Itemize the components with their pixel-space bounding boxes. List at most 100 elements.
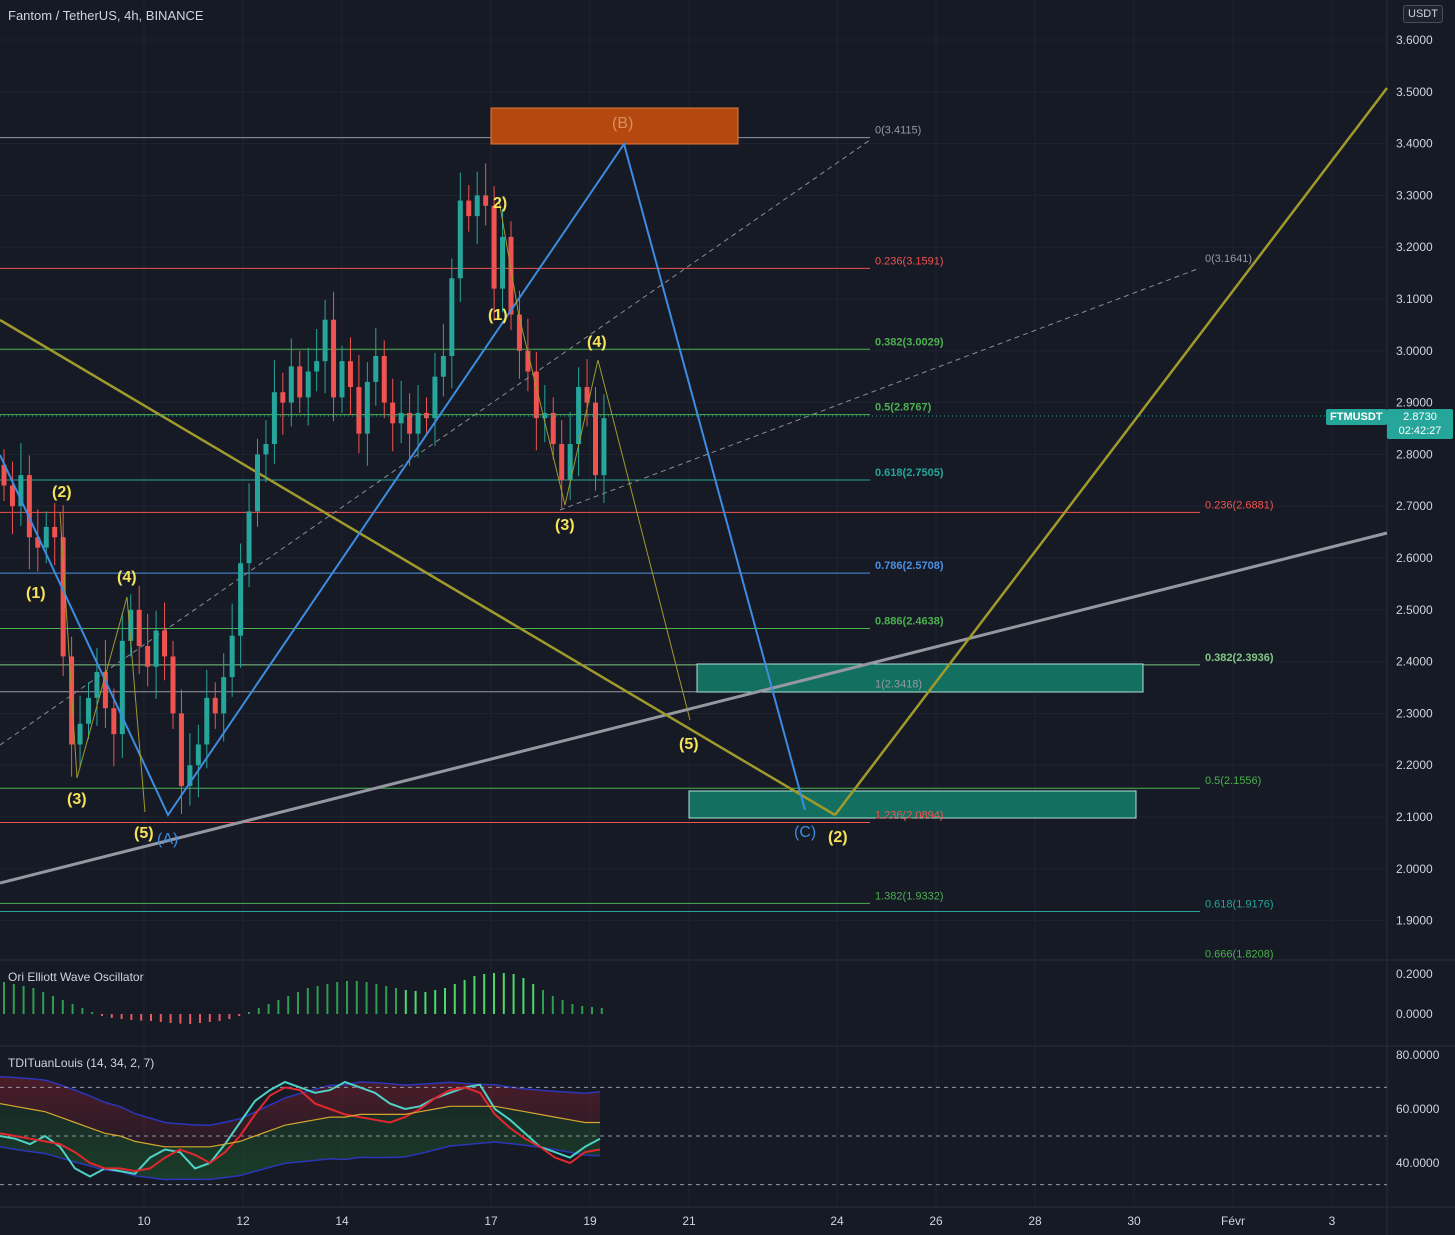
price-tick: 3.5000 bbox=[1396, 85, 1433, 99]
candle-body bbox=[263, 444, 269, 455]
target-zone-b[interactable] bbox=[490, 107, 739, 145]
time-tick: 30 bbox=[1127, 1214, 1141, 1228]
wave-labels: (1) (2) (3) (4) (5) (1) 2) (3) (4) (5) (… bbox=[26, 195, 848, 846]
tdi-tick: 60.0000 bbox=[1396, 1102, 1440, 1116]
target-zone-lower[interactable] bbox=[688, 790, 1137, 819]
wave-label: (5) bbox=[679, 736, 699, 753]
candle-body bbox=[136, 609, 142, 647]
tdi-tick: 40.0000 bbox=[1396, 1156, 1440, 1170]
candle-body bbox=[204, 697, 210, 745]
price-tick: 2.1000 bbox=[1396, 810, 1433, 824]
fib-label: 0.382(2.3936) bbox=[1205, 652, 1274, 664]
candle-body bbox=[390, 402, 396, 424]
tdi-title[interactable]: TDITuanLouis (14, 34, 2, 7) bbox=[8, 1056, 155, 1070]
price-tick: 2.4000 bbox=[1396, 655, 1433, 669]
wave-label: (2) bbox=[828, 829, 848, 846]
abc-correction-line[interactable] bbox=[0, 141, 806, 818]
candle-body bbox=[153, 630, 159, 667]
candle-body bbox=[347, 361, 353, 388]
time-tick: 12 bbox=[236, 1214, 250, 1228]
candle-body bbox=[187, 765, 193, 786]
olive-projection-line[interactable] bbox=[834, 87, 1388, 816]
candle-body bbox=[567, 444, 573, 481]
candle-body bbox=[77, 723, 83, 745]
fib-label: 0.786(2.5708) bbox=[875, 560, 944, 572]
candle-body bbox=[356, 387, 362, 434]
tdi-lower-fill bbox=[0, 1103, 600, 1180]
oscillator-tick: 0.0000 bbox=[1396, 1007, 1433, 1021]
olive-trendline[interactable] bbox=[0, 318, 836, 817]
candle-body bbox=[255, 454, 260, 512]
candle-body bbox=[407, 412, 413, 434]
candle-body bbox=[178, 713, 184, 786]
fib-label: 0(3.4115) bbox=[875, 125, 921, 137]
candle-body bbox=[1, 464, 7, 486]
bar-countdown: 02:42:27 bbox=[1398, 425, 1442, 437]
candle-body bbox=[364, 381, 370, 434]
candle-body bbox=[52, 526, 58, 538]
abc-label-b: (B) bbox=[612, 115, 633, 132]
wave-label: (1) bbox=[488, 307, 508, 324]
candle-body bbox=[550, 412, 556, 445]
candle-body bbox=[111, 708, 117, 735]
fib-label: 0.236(3.1591) bbox=[875, 255, 944, 267]
candle-body bbox=[26, 475, 32, 538]
tdi-market-base-line bbox=[0, 1103, 600, 1148]
dashed-channel-lower bbox=[559, 267, 1201, 511]
time-tick: 10 bbox=[137, 1214, 151, 1228]
candle-body bbox=[60, 537, 66, 657]
abc-labels: (A) (B) (C) bbox=[157, 115, 816, 848]
candle-body bbox=[576, 387, 582, 445]
candle-body bbox=[593, 402, 598, 476]
currency-badge[interactable]: USDT bbox=[1403, 5, 1443, 23]
candle-body bbox=[288, 366, 294, 403]
subwave-line-left bbox=[59, 511, 146, 813]
candle-body bbox=[533, 371, 539, 419]
candle-body bbox=[297, 366, 303, 398]
price-tick: 2.2000 bbox=[1396, 758, 1433, 772]
wave-label: (5) bbox=[134, 825, 154, 842]
price-tick: 2.6000 bbox=[1396, 551, 1433, 565]
fib-label: 0.236(2.6881) bbox=[1205, 499, 1274, 511]
tdi-indicator bbox=[0, 1075, 1387, 1186]
oscillator-title[interactable]: Ori Elliott Wave Oscillator bbox=[8, 970, 144, 984]
candle-body bbox=[314, 361, 320, 372]
time-tick: Févr bbox=[1221, 1214, 1245, 1228]
tdi-upper-fill bbox=[0, 1076, 600, 1147]
candle-body bbox=[508, 236, 514, 315]
fib-label: 1.382(1.9332) bbox=[875, 890, 944, 902]
tdi-upper-band bbox=[0, 1075, 601, 1126]
price-tick: 2.8000 bbox=[1396, 447, 1433, 461]
candle-body bbox=[162, 630, 168, 657]
tdi-axis: 80.0000 60.0000 40.0000 bbox=[1396, 1048, 1440, 1170]
last-price-value: 2.8730 bbox=[1403, 411, 1437, 423]
candle-body bbox=[415, 412, 421, 434]
abc-label-c: (C) bbox=[794, 824, 816, 841]
time-tick: 17 bbox=[484, 1214, 498, 1228]
gray-trendline[interactable] bbox=[0, 531, 1388, 885]
wave-label: 2) bbox=[493, 195, 507, 212]
candle-body bbox=[373, 355, 379, 382]
candle-body bbox=[86, 697, 91, 724]
oscillator-tick: 0.2000 bbox=[1396, 967, 1433, 981]
candle-body bbox=[18, 475, 24, 507]
price-tick: 2.3000 bbox=[1396, 706, 1433, 720]
price-tick: 3.4000 bbox=[1396, 137, 1433, 151]
subwave-line-right bbox=[498, 199, 691, 721]
fibonacci-labels: 0(3.4115) 0.236(3.1591) 0.382(3.0029) 0.5(2… bbox=[875, 125, 1274, 961]
candle-body bbox=[271, 392, 277, 445]
candle-body bbox=[229, 635, 235, 678]
wave-label: (4) bbox=[587, 334, 607, 351]
candle-body bbox=[474, 195, 480, 217]
candle-body bbox=[432, 376, 438, 419]
time-axis: 10 12 14 17 19 21 24 26 28 30 Févr 3 bbox=[137, 1214, 1335, 1228]
candle-body bbox=[102, 671, 108, 709]
candle-body bbox=[491, 205, 497, 289]
candle-body bbox=[195, 744, 201, 766]
price-tick: 2.9000 bbox=[1396, 396, 1433, 410]
candle-body bbox=[525, 350, 531, 372]
candle-body bbox=[170, 656, 176, 714]
elliott-oscillator-bars bbox=[3, 973, 603, 1024]
price-axis: 3.6000 3.5000 3.4000 3.3000 3.2000 3.1000 3.00… bbox=[1396, 33, 1433, 928]
